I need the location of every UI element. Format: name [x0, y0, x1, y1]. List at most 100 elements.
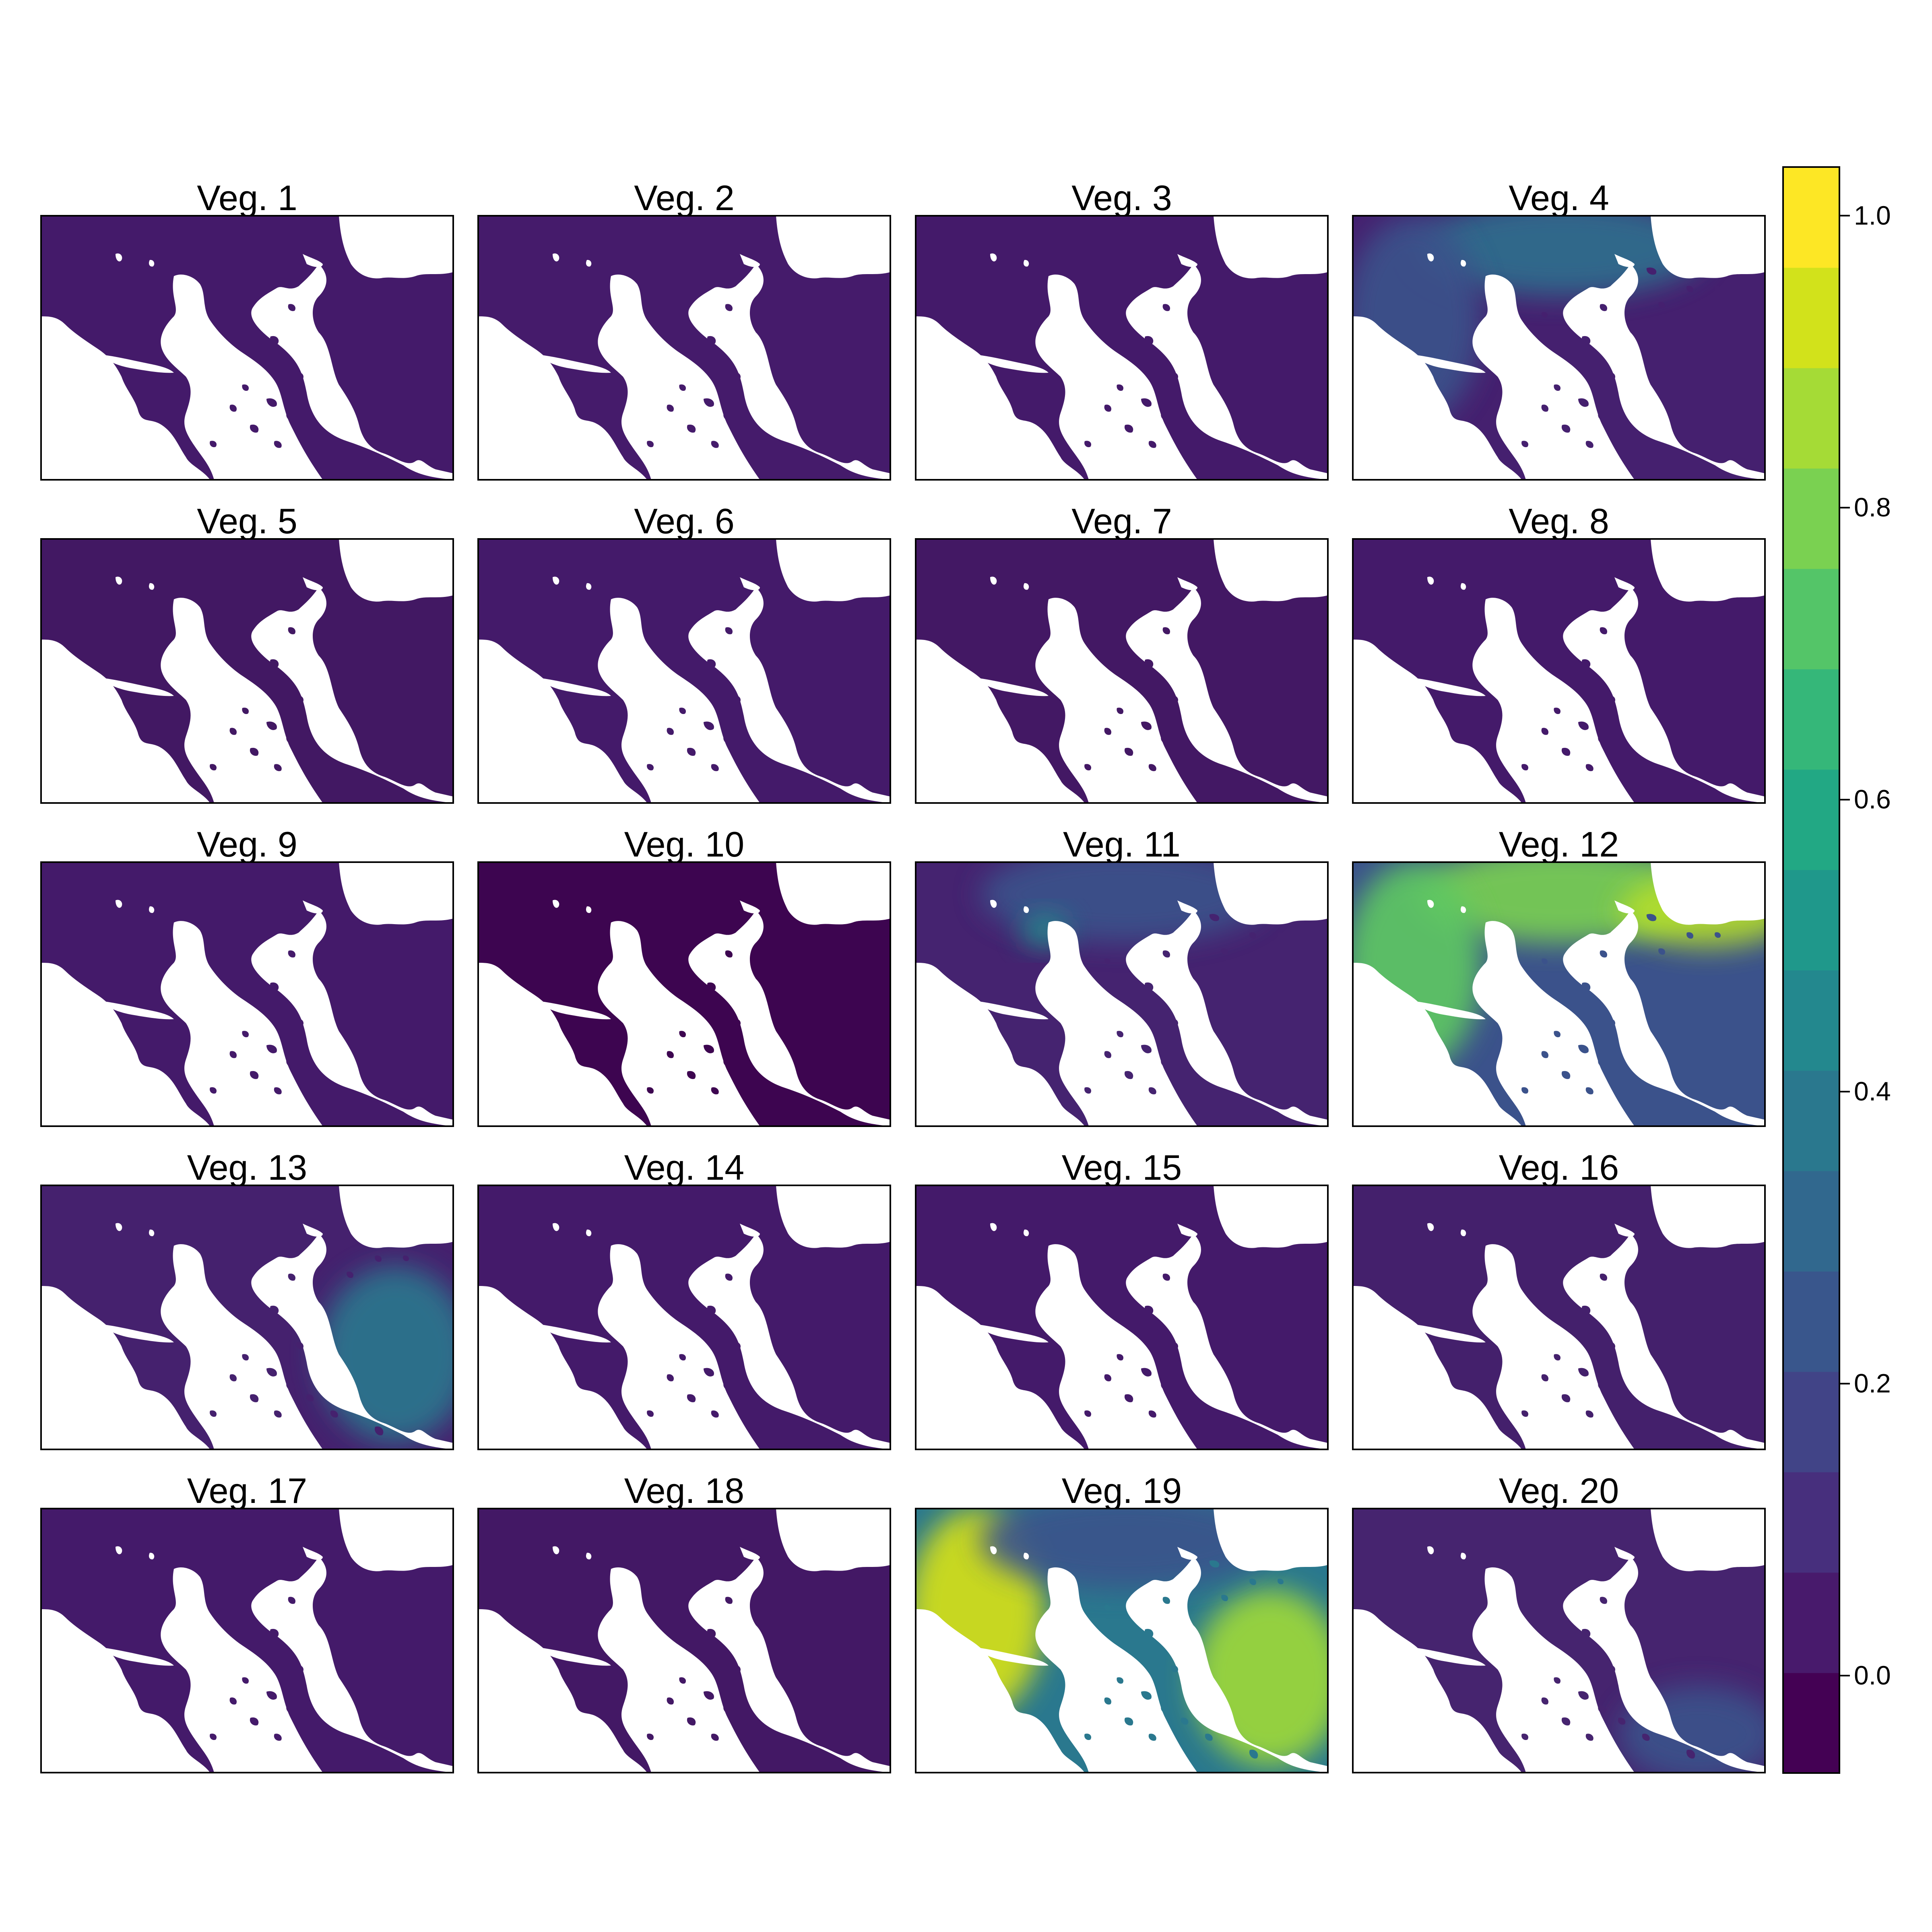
map-panel: Veg. 16	[1352, 1148, 1766, 1450]
legend-tick-label: 0.6	[1854, 784, 1891, 814]
map-area	[1352, 861, 1766, 1127]
map-panel: Veg. 6	[477, 501, 891, 804]
legend-swatch	[1783, 1371, 1839, 1472]
panel-frame	[1352, 215, 1766, 481]
panel-title: Veg. 5	[197, 501, 297, 541]
map-area	[40, 1185, 454, 1450]
panel-frame	[915, 861, 1329, 1127]
map-panel: Veg. 19	[915, 1471, 1329, 1773]
value-highlight	[319, 1266, 453, 1443]
panel-frame	[915, 538, 1329, 804]
map-panel: Veg. 2	[477, 178, 891, 481]
map-panel: Veg. 20	[1352, 1471, 1766, 1773]
legend-swatch	[1783, 568, 1839, 669]
legend-swatch	[1783, 1572, 1839, 1673]
legend-tick-label: 0.4	[1854, 1076, 1891, 1106]
map-panel: Veg. 7	[915, 501, 1329, 804]
panel-title: Veg. 17	[187, 1471, 308, 1511]
panel-frame	[915, 1508, 1329, 1773]
legend-tick-label: 0.8	[1854, 492, 1891, 522]
panel-title: Veg. 12	[1499, 824, 1619, 864]
map-area	[915, 1508, 1329, 1773]
legend-swatch	[1783, 669, 1839, 770]
panel-frame	[477, 1508, 891, 1773]
panel-frame	[915, 215, 1329, 481]
value-highlight	[1193, 1589, 1328, 1766]
map-area	[477, 538, 891, 804]
map-area	[40, 861, 454, 1127]
legend-swatch	[1783, 970, 1839, 1071]
panel-frame	[40, 215, 454, 481]
map-panel: Veg. 14	[477, 1148, 891, 1450]
map-panel: Veg. 1	[40, 178, 454, 481]
legend-frame	[1782, 166, 1840, 1774]
panel-title: Veg. 11	[1063, 824, 1181, 864]
legend-swatch	[1783, 167, 1839, 268]
map-area	[1352, 1185, 1766, 1450]
panel-frame	[40, 538, 454, 804]
legend-swatch	[1783, 1170, 1839, 1272]
panel-frame	[1352, 861, 1766, 1127]
legend-swatch	[1783, 1472, 1839, 1573]
map-panel: Veg. 10	[477, 824, 891, 1127]
legend-swatch	[1783, 267, 1839, 368]
map-panel: Veg. 18	[477, 1471, 891, 1773]
legend-swatch	[1783, 367, 1839, 469]
panel-frame	[477, 861, 891, 1127]
panel-frame	[1352, 1185, 1766, 1450]
map-area	[1352, 1508, 1766, 1773]
panel-title: Veg. 2	[634, 178, 735, 218]
color-legend: 0.0 0.2 0.4 0.6 0.8 1.0	[1782, 166, 1891, 1774]
map-area	[40, 215, 454, 481]
panel-title: Veg. 18	[624, 1471, 745, 1511]
map-panel: Veg. 3	[915, 178, 1329, 481]
legend-swatch	[1783, 468, 1839, 569]
map-area	[1352, 215, 1766, 481]
panel-frame	[915, 1185, 1329, 1450]
map-area	[915, 215, 1329, 481]
legend-swatch	[1783, 869, 1839, 970]
map-area	[915, 1185, 1329, 1450]
panel-title: Veg. 7	[1071, 501, 1172, 541]
map-panel: Veg. 4	[1352, 178, 1766, 481]
panel-frame	[477, 215, 891, 481]
panel-title: Veg. 1	[197, 178, 297, 218]
map-panel: Veg. 11	[915, 824, 1329, 1127]
panel-title: Veg. 9	[197, 824, 297, 864]
panel-title: Veg. 13	[187, 1148, 308, 1187]
map-panel: Veg. 17	[40, 1471, 454, 1773]
map-area	[1352, 538, 1766, 804]
map-panel: Veg. 5	[40, 501, 454, 804]
map-area	[915, 861, 1329, 1127]
legend-tick-label: 0.0	[1854, 1660, 1891, 1690]
legend-swatch	[1783, 769, 1839, 870]
map-panel: Veg. 15	[915, 1148, 1329, 1450]
panel-title: Veg. 4	[1509, 178, 1609, 218]
panel-title: Veg. 16	[1499, 1148, 1619, 1187]
panel-frame	[40, 1185, 454, 1450]
map-panel: Veg. 13	[40, 1148, 454, 1450]
map-area	[477, 215, 891, 481]
map-panel: Veg. 12	[1352, 824, 1766, 1127]
map-panel: Veg. 9	[40, 824, 454, 1127]
map-area	[477, 1185, 891, 1450]
legend-tick-label: 1.0	[1854, 200, 1891, 230]
panel-title: Veg. 14	[624, 1148, 745, 1187]
panel-title: Veg. 15	[1062, 1148, 1182, 1187]
map-panel: Veg. 8	[1352, 501, 1766, 804]
panel-frame	[1352, 1508, 1766, 1773]
legend-tick-label: 0.2	[1854, 1368, 1891, 1398]
map-area	[915, 538, 1329, 804]
panel-title: Veg. 3	[1071, 178, 1172, 218]
panel-frame	[1352, 538, 1766, 804]
panel-title: Veg. 6	[634, 501, 735, 541]
panel-frame	[477, 1185, 891, 1450]
panel-title: Veg. 19	[1062, 1471, 1182, 1511]
legend-swatch	[1783, 1672, 1839, 1773]
panel-title: Veg. 10	[624, 824, 745, 864]
panel-frame	[477, 538, 891, 804]
map-area	[40, 1508, 454, 1773]
panel-title: Veg. 20	[1499, 1471, 1619, 1511]
map-area	[477, 1508, 891, 1773]
